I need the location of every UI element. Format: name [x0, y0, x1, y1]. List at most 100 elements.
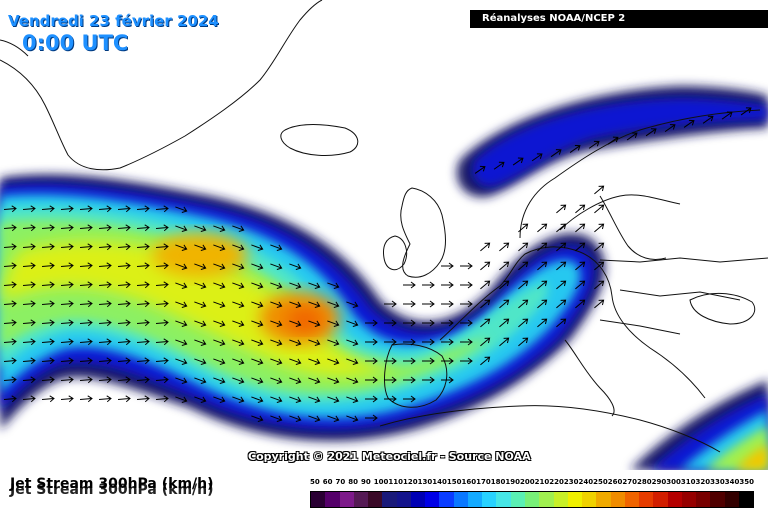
jet-core-west — [152, 233, 248, 277]
legend-swatch — [696, 492, 711, 507]
wind-arrow — [213, 320, 226, 327]
wind-arrow — [117, 376, 131, 384]
wind-arrow — [175, 225, 188, 232]
wind-arrow — [232, 244, 245, 251]
legend-value: 330 — [710, 478, 725, 486]
wind-arrow — [327, 339, 340, 346]
wind-arrow — [117, 262, 131, 270]
british-isles-coast — [400, 187, 446, 278]
wind-arrow — [98, 300, 112, 308]
wind-arrow — [79, 300, 93, 308]
wind-arrow — [98, 262, 112, 270]
legend-value: 290 — [651, 478, 667, 486]
wind-arrow — [594, 299, 605, 309]
wind-arrow — [232, 225, 245, 232]
wind-arrow — [60, 281, 74, 289]
wind-arrow — [22, 338, 36, 346]
wind-arrow — [441, 319, 454, 327]
wind-arrow — [460, 338, 473, 346]
wind-arrow — [575, 242, 586, 252]
wind-arrow — [98, 376, 112, 384]
wind-arrow — [251, 282, 264, 289]
wind-arrow — [493, 161, 505, 170]
wind-arrow — [460, 281, 473, 289]
wind-arrow — [327, 301, 340, 308]
italy-coast — [564, 339, 615, 417]
wind-arrow — [556, 204, 567, 214]
wind-arrow — [327, 320, 340, 327]
wind-arrow — [594, 280, 605, 290]
wind-arrow — [556, 242, 567, 252]
wind-arrow — [232, 358, 245, 365]
legend-value: 340 — [724, 478, 740, 486]
legend-value: 270 — [622, 478, 637, 486]
wind-arrow — [251, 339, 264, 346]
wind-arrow — [3, 376, 17, 384]
wind-arrow — [251, 358, 264, 365]
wind-arrow — [422, 319, 435, 327]
black-sea-coast — [689, 292, 756, 325]
wind-arrow — [3, 243, 17, 251]
wind-arrow — [213, 377, 226, 384]
legend-swatch — [325, 492, 340, 507]
wind-arrow — [136, 262, 150, 270]
legend-swatch — [553, 492, 568, 507]
wind-arrow — [79, 281, 93, 289]
wind-arrow — [117, 338, 131, 346]
legend-value: 230 — [563, 478, 579, 486]
wind-arrow — [683, 119, 695, 128]
wind-arrow — [194, 244, 207, 251]
legend-value: 70 — [335, 478, 346, 486]
map-time: 0:00 UTC — [22, 31, 129, 55]
wind-arrow — [441, 357, 454, 365]
wind-arrow — [537, 223, 548, 233]
wind-arrow — [175, 358, 188, 365]
wind-arrow — [289, 282, 302, 289]
wind-arrow — [60, 357, 74, 365]
wind-arrow — [213, 244, 226, 251]
legend-value: 220 — [549, 478, 564, 486]
legend-swatch — [681, 492, 697, 507]
wind-arrow — [384, 300, 397, 308]
wind-arrow — [136, 224, 150, 232]
wind-arrow — [22, 243, 36, 251]
legend-value: 150 — [446, 478, 462, 486]
wind-arrow — [136, 319, 150, 327]
wind-arrow — [155, 243, 169, 251]
wind-arrow — [155, 262, 169, 270]
wind-arrow — [480, 280, 491, 290]
wind-arrow — [98, 224, 112, 232]
wind-arrow — [308, 320, 321, 327]
wind-arrow — [117, 357, 131, 365]
wind-arrow — [251, 377, 264, 384]
wind-arrow — [270, 263, 283, 270]
wind-arrow — [422, 376, 435, 384]
legend-swatch — [368, 492, 383, 507]
legend-swatch — [467, 492, 483, 507]
wind-arrow — [155, 224, 169, 232]
wind-arrow — [721, 111, 733, 120]
wind-arrow — [136, 300, 150, 308]
legend-value: 310 — [680, 478, 696, 486]
legend-swatch — [311, 492, 326, 507]
legend-swatch — [524, 492, 540, 507]
wind-arrow — [594, 204, 605, 214]
europe-coast — [439, 246, 706, 399]
wind-arrow — [575, 280, 586, 290]
wind-arrow — [136, 376, 150, 384]
wind-arrow — [480, 337, 491, 347]
wind-arrow — [213, 396, 226, 403]
wind-arrow — [327, 358, 340, 365]
legend-value: 60 — [322, 478, 333, 486]
wind-arrow — [537, 318, 548, 328]
wind-arrow — [403, 395, 416, 403]
wind-arrow — [155, 338, 169, 346]
legend-swatch — [410, 492, 426, 507]
wind-arrow — [175, 206, 188, 213]
source-banner: Réanalyses NOAA/NCEP 2 — [470, 10, 768, 28]
baltic-coast — [599, 195, 667, 260]
wind-arrow — [3, 262, 17, 270]
wind-arrow — [308, 301, 321, 308]
wind-arrow — [79, 262, 93, 270]
wind-arrow — [575, 223, 586, 233]
